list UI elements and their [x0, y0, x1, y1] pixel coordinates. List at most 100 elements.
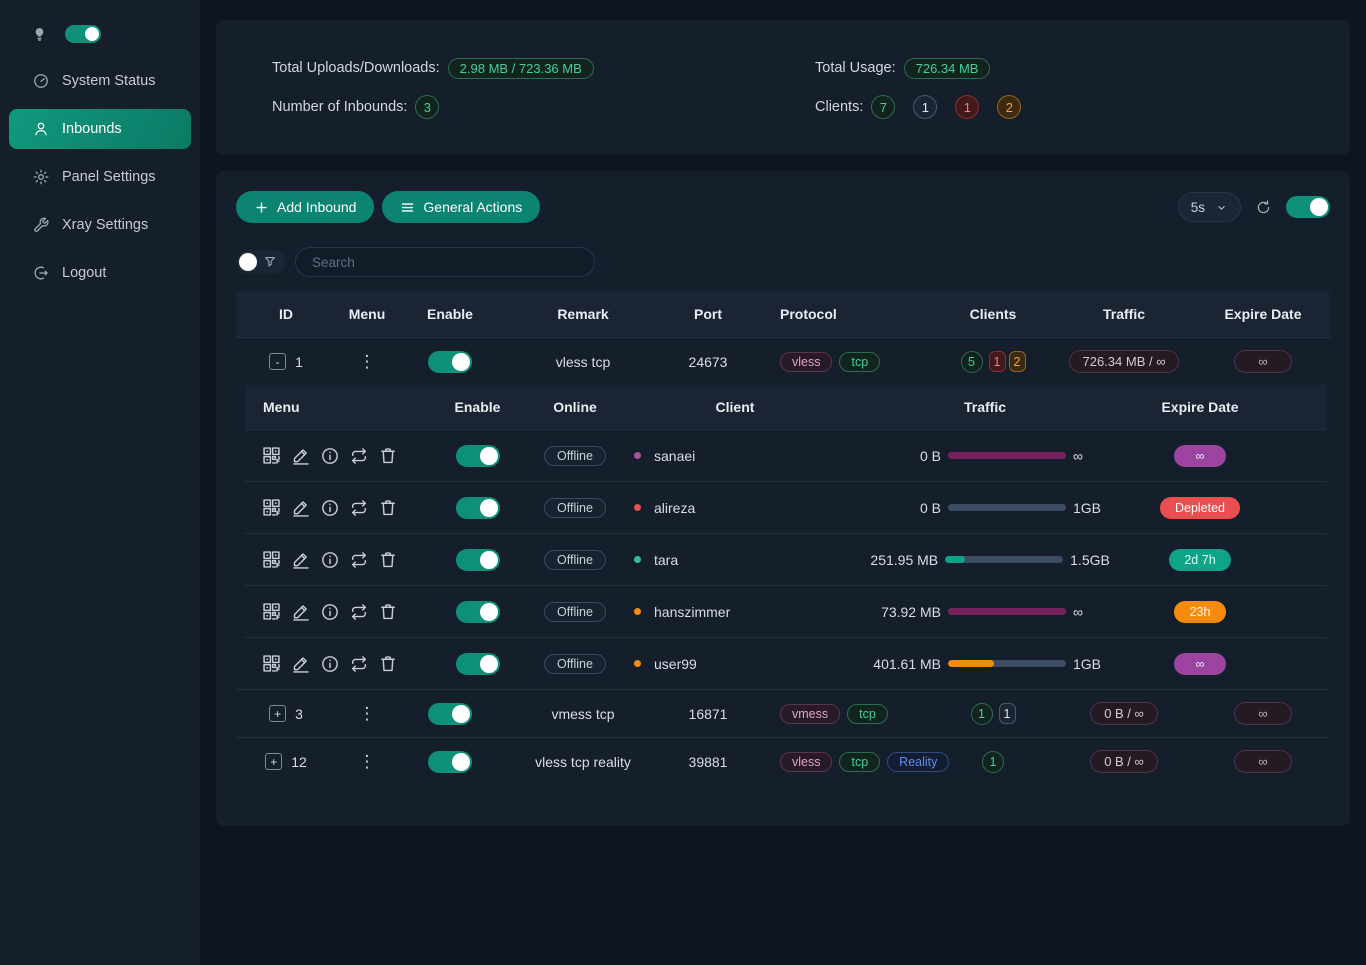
delete-icon[interactable]	[378, 654, 398, 674]
traffic-used: 73.92 MB	[881, 603, 941, 620]
expand-row-button[interactable]: +	[269, 705, 287, 722]
clients-idle-badge: 1	[998, 703, 1016, 724]
subcol-enable: Enable	[454, 399, 501, 415]
sidebar-item-inbounds[interactable]: Inbounds	[9, 109, 191, 149]
subcol-menu: Menu	[263, 399, 300, 415]
uploads-downloads-label: Total Uploads/Downloads:	[272, 60, 440, 76]
expand-row-button[interactable]: +	[265, 753, 283, 770]
search-row	[236, 247, 1330, 277]
expire-badge: Depleted	[1159, 496, 1241, 519]
info-icon[interactable]	[320, 550, 340, 570]
qrcode-icon[interactable]	[261, 549, 282, 570]
sidebar-item-label: Logout	[62, 265, 107, 281]
qrcode-icon[interactable]	[261, 653, 282, 674]
plus-icon	[254, 200, 269, 215]
col-traffic: Traffic	[1102, 306, 1145, 322]
inbounds-count-label: Number of Inbounds:	[272, 99, 408, 115]
add-inbound-button[interactable]: Add Inbound	[236, 191, 375, 223]
sidebar-item-label: Xray Settings	[62, 217, 149, 233]
uploads-downloads-value: 2.98 MB / 723.36 MB	[447, 57, 594, 79]
sidebar-item-xray-settings[interactable]: Xray Settings	[0, 201, 200, 249]
col-id: ID	[279, 306, 293, 322]
col-enable: Enable	[427, 306, 473, 322]
edit-icon[interactable]	[291, 550, 311, 570]
delete-icon[interactable]	[378, 602, 398, 622]
hamburger-icon	[400, 200, 415, 215]
refresh-interval-select[interactable]: 5s	[1177, 192, 1241, 222]
client-row-hanszimmer: Offline hanszimmer 73.92 MB ∞ 23h	[245, 585, 1326, 637]
general-actions-button[interactable]: General Actions	[382, 191, 541, 223]
reset-traffic-icon[interactable]	[349, 550, 369, 570]
toolbar: Add Inbound General Actions 5s	[236, 191, 1330, 223]
sidebar-item-system-status[interactable]: System Status	[0, 57, 200, 105]
inbound-enable-toggle[interactable]	[428, 702, 472, 725]
col-protocol: Protocol	[780, 306, 837, 322]
inbound-enable-toggle[interactable]	[428, 750, 472, 773]
logout-icon	[32, 264, 50, 282]
clients-online-count: 7	[871, 95, 896, 119]
refresh-button[interactable]	[1255, 199, 1272, 216]
delete-icon[interactable]	[378, 446, 398, 466]
client-row-alireza: Offline alireza 0 B 1GB Depleted	[245, 481, 1326, 533]
clients-expiring-count: 2	[997, 95, 1022, 119]
client-name: hanszimmer	[654, 603, 731, 620]
expire-badge: ∞	[1174, 652, 1226, 675]
reset-traffic-icon[interactable]	[349, 654, 369, 674]
subcol-online: Online	[553, 399, 597, 415]
client-dot	[634, 504, 641, 511]
qrcode-icon[interactable]	[261, 497, 282, 518]
inbounds-table: ID Menu Enable Remark Port Protocol Clie…	[236, 291, 1330, 785]
row-menu-button[interactable]: ⋮	[358, 752, 376, 771]
gear-icon	[32, 168, 50, 186]
client-name: tara	[654, 551, 679, 568]
edit-icon[interactable]	[291, 654, 311, 674]
client-enable-toggle[interactable]	[455, 496, 500, 519]
protocol-badge: tcp	[839, 751, 881, 772]
qrcode-icon[interactable]	[261, 445, 282, 466]
qrcode-icon[interactable]	[261, 601, 282, 622]
info-icon[interactable]	[320, 602, 340, 622]
total-usage-label: Total Usage:	[815, 60, 896, 76]
info-icon[interactable]	[320, 498, 340, 518]
inbound-port: 24673	[688, 353, 728, 370]
auto-refresh-toggle[interactable]	[1286, 196, 1330, 218]
traffic-bar	[945, 556, 1064, 563]
clients-depleted-count: 1	[955, 95, 980, 119]
info-icon[interactable]	[320, 446, 340, 466]
traffic-used: 0 B	[919, 499, 941, 516]
row-menu-button[interactable]: ⋮	[358, 704, 376, 723]
filter-toggle[interactable]	[236, 250, 285, 274]
info-icon[interactable]	[320, 654, 340, 674]
client-dot	[634, 660, 641, 667]
reset-traffic-icon[interactable]	[349, 446, 369, 466]
subcol-traffic: Traffic	[963, 399, 1006, 415]
collapse-row-button[interactable]: -	[269, 353, 287, 370]
client-enable-toggle[interactable]	[455, 548, 500, 571]
delete-icon[interactable]	[378, 550, 398, 570]
edit-icon[interactable]	[291, 498, 311, 518]
client-enable-toggle[interactable]	[455, 600, 500, 623]
inbound-row-12: + 12 ⋮ vless tcp reality 39881 vless tcp…	[236, 737, 1330, 785]
delete-icon[interactable]	[378, 498, 398, 518]
client-enable-toggle[interactable]	[455, 652, 500, 675]
traffic-used: 251.95 MB	[870, 551, 939, 568]
sidebar-item-panel-settings[interactable]: Panel Settings	[0, 153, 200, 201]
expire-badge: 23h	[1174, 600, 1226, 623]
main-content: Total Uploads/Downloads: 2.98 MB / 723.3…	[200, 0, 1366, 965]
reset-traffic-icon[interactable]	[349, 498, 369, 518]
row-menu-button[interactable]: ⋮	[358, 352, 376, 371]
online-status-badge: Offline	[544, 497, 606, 518]
edit-icon[interactable]	[291, 602, 311, 622]
edit-icon[interactable]	[291, 446, 311, 466]
theme-toggle[interactable]	[65, 24, 101, 43]
client-enable-toggle[interactable]	[455, 444, 500, 467]
online-status-badge: Offline	[544, 653, 606, 674]
search-input[interactable]	[295, 247, 595, 277]
inbound-remark: vmess tcp	[551, 705, 615, 722]
subcol-client: Client	[715, 399, 755, 415]
protocol-badge: vmess	[780, 703, 841, 724]
reset-traffic-icon[interactable]	[349, 602, 369, 622]
user-icon	[32, 120, 50, 138]
inbound-enable-toggle[interactable]	[428, 350, 472, 373]
sidebar-item-logout[interactable]: Logout	[0, 249, 200, 297]
